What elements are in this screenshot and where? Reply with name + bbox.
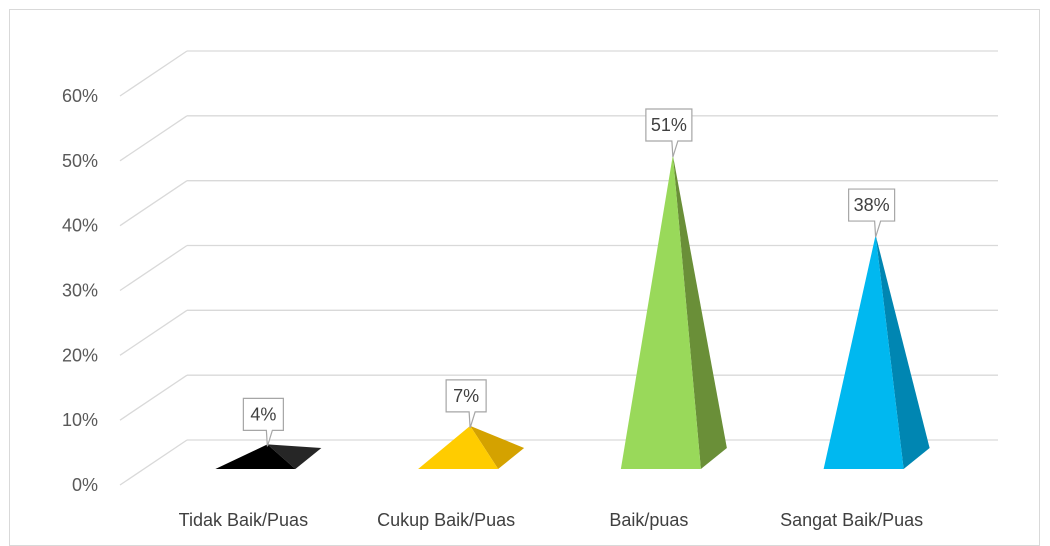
pyramid-bar xyxy=(620,155,727,469)
pyramid-side-face xyxy=(672,155,727,469)
pyramid-bar xyxy=(418,425,525,469)
pyramid-side-face xyxy=(875,235,930,469)
data-label-text: 51% xyxy=(651,115,687,135)
x-axis-category-labels: Tidak Baik/Puas Cukup Baik/Puas Baik/puas S… xyxy=(179,510,924,530)
data-label-text: 4% xyxy=(250,404,276,424)
y-tick-label: 60% xyxy=(62,86,98,106)
pyramid-front-face xyxy=(823,235,904,469)
data-labels: 4% 7% 51% 38% xyxy=(242,108,896,447)
pyramid-front-face xyxy=(418,425,499,469)
y-tick-label: 10% xyxy=(62,410,98,430)
pyramid-bar xyxy=(823,235,930,469)
y-tick-label: 40% xyxy=(62,216,98,236)
x-category-label: Tidak Baik/Puas xyxy=(179,510,308,530)
gridline-40 xyxy=(119,180,998,227)
y-axis-tick-labels: 0% 10% 20% 30% 40% 50% 60% xyxy=(62,86,98,495)
data-label: 38% xyxy=(848,188,896,238)
pyramid-bar xyxy=(215,444,322,469)
data-label: 7% xyxy=(445,379,487,429)
gridline-60 xyxy=(119,50,998,97)
x-category-label: Baik/puas xyxy=(609,510,688,530)
gridline-50 xyxy=(119,115,998,162)
data-label-text: 7% xyxy=(453,386,479,406)
data-label-text: 38% xyxy=(854,195,890,215)
y-tick-label: 50% xyxy=(62,151,98,171)
y-tick-label: 30% xyxy=(62,281,98,301)
gridline-30 xyxy=(119,244,998,292)
pyramid-front-face xyxy=(215,444,296,469)
y-tick-label: 20% xyxy=(62,345,98,365)
x-category-label: Sangat Baik/Puas xyxy=(780,510,923,530)
x-category-label: Cukup Baik/Puas xyxy=(377,510,515,530)
pyramid-side-face xyxy=(267,444,322,469)
pyramid-front-face xyxy=(620,155,701,469)
pyramid-bars xyxy=(215,155,930,469)
y-tick-label: 0% xyxy=(72,475,98,495)
data-label: 51% xyxy=(645,108,693,158)
data-label: 4% xyxy=(242,397,284,447)
pyramid-side-face xyxy=(470,425,525,469)
